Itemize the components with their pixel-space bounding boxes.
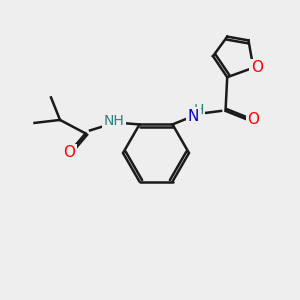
Text: H: H [194,103,204,117]
Text: O: O [248,112,260,128]
Text: O: O [251,60,263,75]
Text: N: N [188,109,199,124]
Text: O: O [63,146,75,160]
Text: NH: NH [103,113,124,128]
